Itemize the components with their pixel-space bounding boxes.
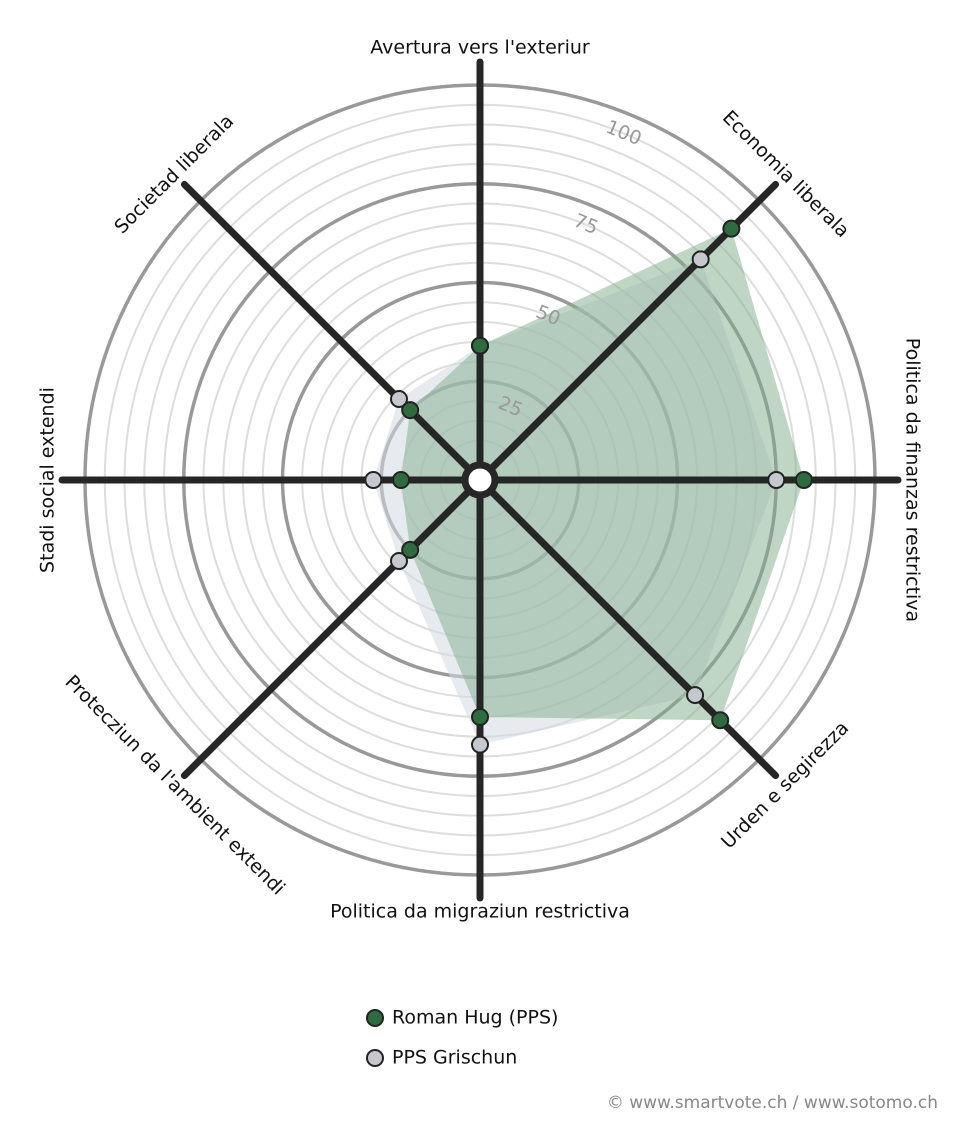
axis-label: Stadi social extendi [37, 387, 59, 573]
point [401, 540, 420, 559]
point [471, 735, 489, 754]
series-area [401, 228, 804, 721]
axis-line [180, 476, 484, 780]
point [390, 551, 409, 570]
point [794, 471, 813, 489]
legend-label: PPS Grischun [392, 1047, 517, 1069]
axis-label: Politica da finanzas restrictiva [902, 338, 924, 622]
point [471, 708, 489, 726]
legend-marker [366, 1049, 384, 1067]
legend-marker [366, 1009, 384, 1027]
point [711, 711, 730, 730]
point [722, 219, 741, 238]
axis-label: Politica da migraziun restrictiva [330, 901, 630, 923]
center [461, 461, 499, 499]
point [686, 686, 705, 705]
source: © www.smartvote.ch / www.sotomo.ch [607, 1093, 938, 1113]
legend-label: Roman Hug (PPS) [392, 1007, 558, 1029]
point [767, 471, 786, 489]
axis-label: Avertura vers l'exteriur [370, 37, 590, 59]
tick-label: 100 [603, 116, 645, 150]
point [392, 471, 410, 489]
point [691, 250, 710, 269]
point [401, 401, 420, 420]
point [390, 390, 409, 409]
point [364, 471, 383, 489]
point [471, 336, 489, 355]
axis-line [180, 180, 484, 484]
tick-label: 75 [571, 210, 602, 240]
